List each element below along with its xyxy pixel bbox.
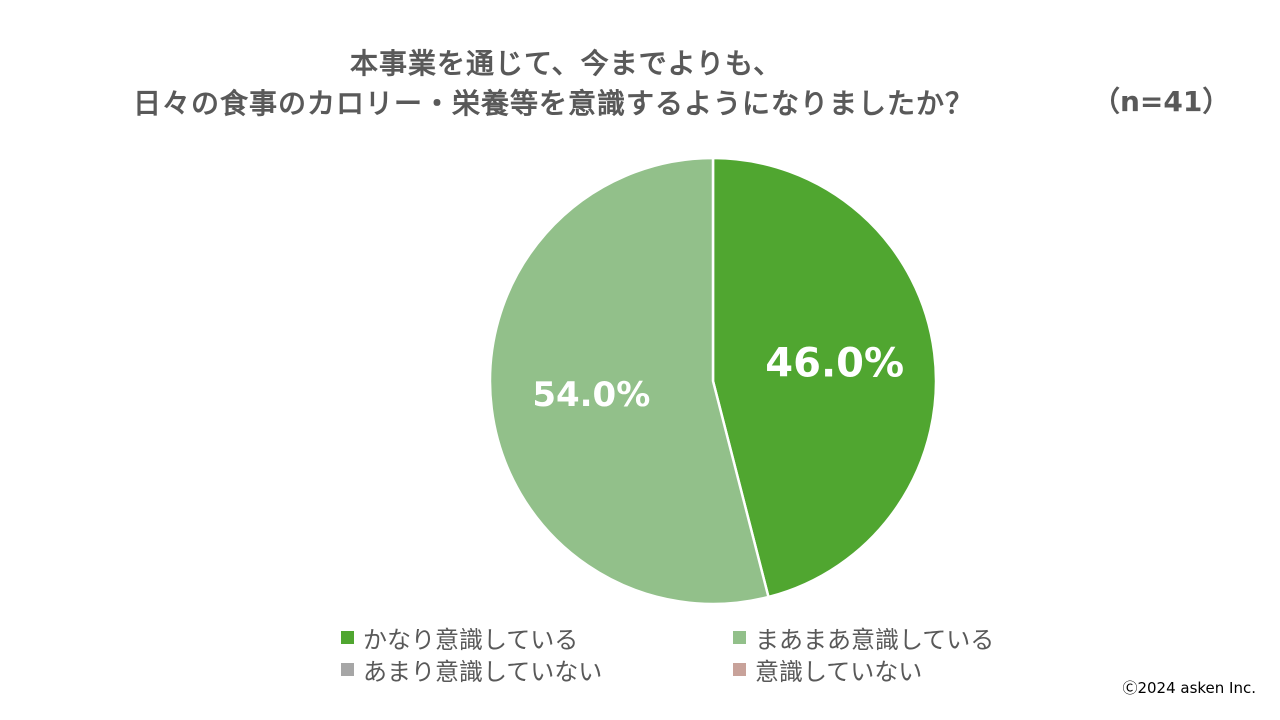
legend-swatch-3: [733, 663, 746, 676]
sample-size-label: （n=41）: [1092, 85, 1231, 118]
copyright-text: Ⓒ2024 asken Inc.: [1122, 679, 1256, 697]
legend-swatch-2: [341, 663, 354, 676]
legend-item-2: あまり意識していない: [341, 652, 602, 687]
chart-title-line-1: 本事業を通じて、今までよりも、: [350, 47, 783, 80]
legend-item-1: まあまあ意識している: [733, 620, 994, 655]
legend-label-1: まあまあ意識している: [755, 626, 995, 654]
legend-item-0: かなり意識している: [341, 620, 578, 655]
legend-item-3: 意識していない: [733, 652, 922, 687]
legend-label-0: かなり意識している: [363, 626, 579, 654]
chart-title-line-2: 日々の食事のカロリー・栄養等を意識するようになりましたか？: [133, 87, 975, 120]
pie-slice-0: [711, 156, 938, 599]
legend-swatch-1: [733, 631, 746, 644]
pie-slice-1: [488, 156, 770, 606]
legend-label-2: あまり意識していない: [363, 658, 603, 686]
data-label-0: 46.0%: [765, 341, 904, 387]
data-label-1: 54.0%: [532, 375, 650, 415]
legend-swatch-0: [341, 631, 354, 644]
legend-label-3: 意識していない: [755, 658, 923, 686]
